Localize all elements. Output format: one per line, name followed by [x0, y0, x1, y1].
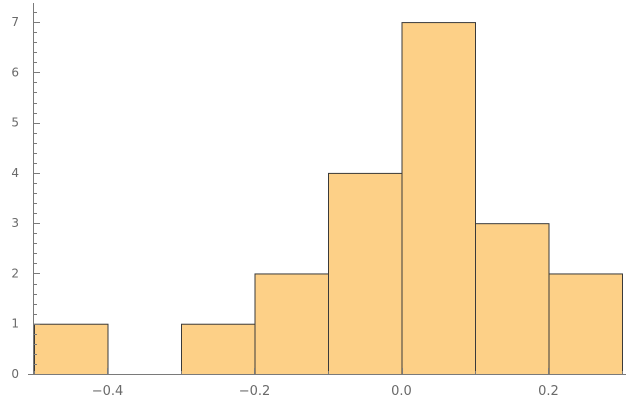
- x-tick-label: 0.2: [538, 384, 559, 398]
- y-tick-label: 7: [11, 15, 19, 29]
- x-tick-label: −0.4: [92, 384, 124, 398]
- y-tick-label: 6: [11, 65, 19, 79]
- x-tick-label: −0.2: [239, 384, 271, 398]
- histogram-bar: [401, 22, 476, 376]
- histogram-bar: [548, 273, 623, 375]
- axes-group: [28, 3, 626, 375]
- y-tick-label: 4: [11, 166, 19, 180]
- histogram-bar: [254, 273, 329, 375]
- tick-labels-group: −0.4 −0.2 0.0 0.2 0 1 2 3 4 5 6 7: [11, 15, 558, 398]
- y-tick-label: 5: [11, 116, 19, 130]
- y-tick-label: 3: [11, 216, 19, 230]
- bars-group: [34, 22, 623, 376]
- y-tick-label: 1: [11, 317, 19, 331]
- y-tick-label: 0: [11, 367, 19, 381]
- y-tick-label: 2: [11, 266, 19, 280]
- ticks-group: [34, 12, 623, 375]
- x-tick-label: 0.0: [391, 384, 412, 398]
- histogram-bar: [328, 172, 403, 375]
- histogram-bar: [475, 223, 550, 375]
- histogram-bar: [181, 323, 256, 375]
- histogram-bar: [34, 323, 109, 375]
